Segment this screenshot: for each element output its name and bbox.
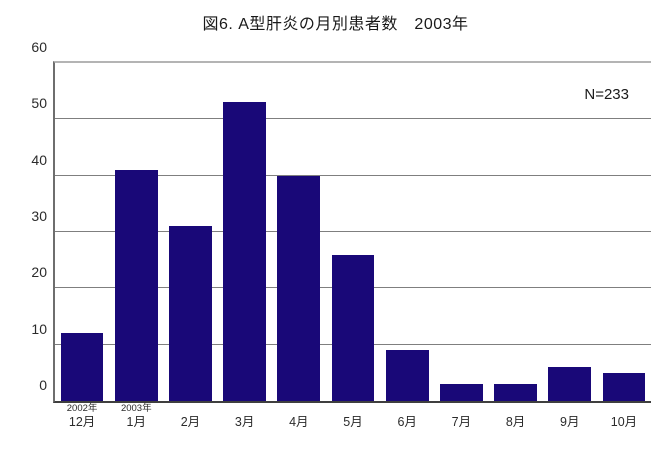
chart-title: 図6. A型肝炎の月別患者数 2003年	[202, 16, 469, 33]
bar-slot	[272, 63, 326, 401]
n-annotation: N=233	[584, 86, 629, 103]
x-year-label	[434, 403, 488, 415]
x-month-label: 12月	[68, 415, 96, 429]
bar-4月	[277, 175, 321, 401]
y-tick-label-60: 60	[31, 39, 47, 55]
bar-1月	[114, 170, 158, 401]
bar-10月	[602, 372, 646, 401]
x-year-label	[489, 403, 543, 415]
x-year-label	[597, 403, 651, 415]
x-axis-labels: 2002年 12月 2003年 1月 2月 3月 4月 5月 6月 7月 8月 9月 10月	[55, 403, 651, 430]
x-year-label	[218, 403, 272, 415]
bar-slot	[109, 63, 163, 401]
x-month-label: 9月	[560, 415, 580, 429]
x-label-slot: 2003年 1月	[109, 403, 163, 430]
x-month-label: 7月	[451, 415, 472, 429]
bar-slot	[380, 63, 434, 401]
x-year-label	[326, 403, 380, 415]
bar-6月	[385, 350, 429, 401]
x-year-label	[163, 403, 217, 415]
x-month-label: 2月	[180, 415, 201, 429]
bar-slot	[55, 63, 109, 401]
gridline-y40	[55, 174, 651, 176]
plot-area: 0 10 20 30 40 50 60 N=233 2002年 12月 2003年 1月 2月 3月 4…	[31, 39, 651, 429]
x-label-slot: 2月	[163, 403, 217, 430]
x-year-label: 2002年	[66, 403, 98, 414]
y-tick-label-30: 30	[31, 208, 47, 224]
x-label-slot: 10月	[597, 403, 651, 430]
x-month-label: 4月	[289, 415, 309, 429]
bar-12月	[60, 333, 104, 401]
bar-slot	[326, 63, 380, 401]
x-label-slot: 6月	[380, 403, 434, 430]
bar-slot	[543, 63, 597, 401]
gridline-y50	[55, 118, 651, 120]
bar-slot	[218, 63, 272, 401]
bar-slot	[489, 63, 543, 401]
x-month-label: 8月	[505, 415, 526, 429]
bar-2月	[169, 226, 212, 401]
bar-9月	[548, 367, 592, 401]
x-month-label: 3月	[234, 415, 255, 429]
x-month-label: 6月	[397, 415, 417, 429]
y-tick-label-50: 50	[31, 95, 47, 112]
bar-8月	[494, 384, 537, 401]
bar-slot	[163, 63, 217, 401]
x-label-slot: 5月	[326, 403, 380, 430]
y-tick-label-40: 40	[31, 151, 47, 168]
x-month-label: 1月	[126, 415, 146, 429]
x-month-label: 10月	[610, 415, 638, 429]
bar-slot	[597, 63, 651, 401]
y-tick-label-10: 10	[31, 320, 47, 337]
y-tick-label-0: 0	[39, 377, 47, 393]
x-label-slot: 2002年 12月	[55, 403, 109, 430]
x-label-slot: 9月	[543, 403, 597, 430]
bar-slot	[434, 63, 488, 401]
x-label-slot: 8月	[489, 403, 543, 430]
x-year-label	[543, 403, 597, 415]
bar-7月	[440, 384, 483, 401]
x-year-label	[380, 403, 434, 415]
x-year-label	[272, 403, 326, 415]
x-label-slot: 4月	[272, 403, 326, 430]
bar-3月	[223, 102, 267, 401]
bar-5月	[331, 254, 375, 401]
bars-container	[55, 63, 651, 401]
x-label-slot: 7月	[434, 403, 488, 430]
x-month-label: 5月	[343, 415, 363, 429]
y-tick-label-20: 20	[31, 264, 47, 281]
x-label-slot: 3月	[218, 403, 272, 430]
x-year-label: 2003年	[120, 403, 152, 414]
gridline-y30	[55, 231, 651, 232]
